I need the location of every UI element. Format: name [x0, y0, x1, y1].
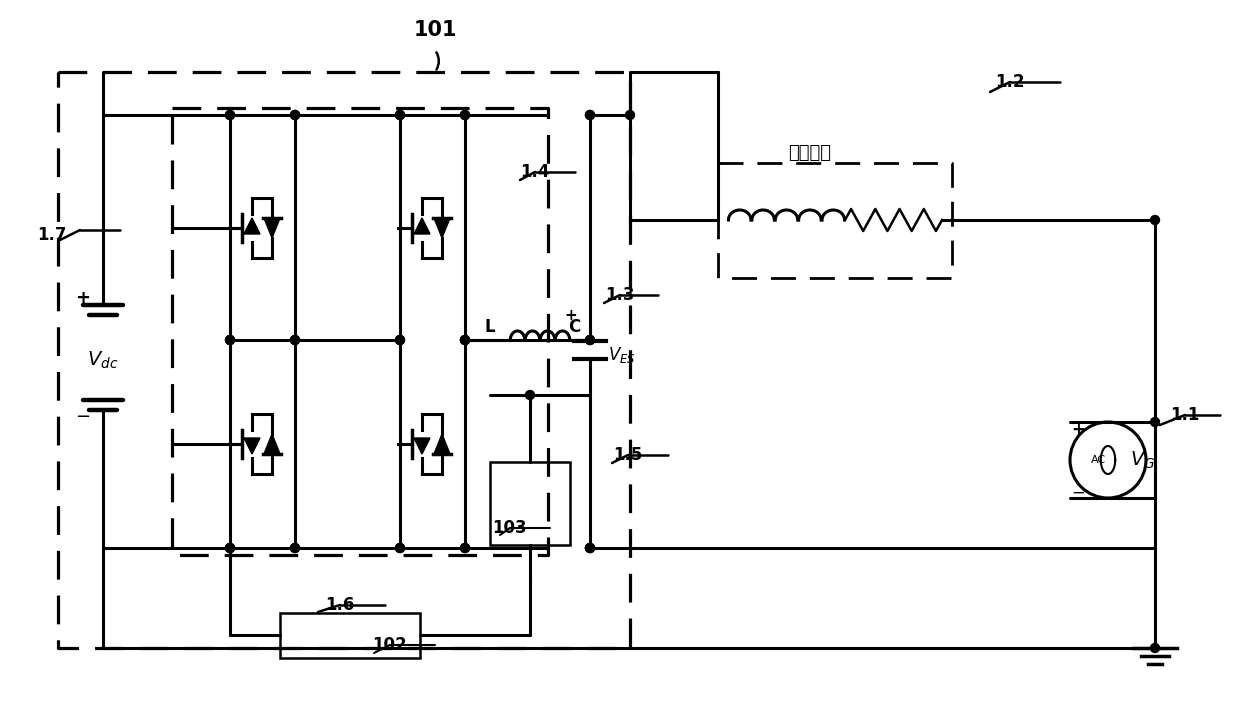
Circle shape	[290, 336, 300, 344]
Circle shape	[460, 336, 470, 344]
Polygon shape	[414, 438, 430, 454]
Text: +: +	[76, 289, 91, 307]
Polygon shape	[434, 434, 450, 454]
Text: 101: 101	[413, 20, 456, 40]
Circle shape	[460, 544, 470, 552]
Circle shape	[460, 336, 470, 344]
Circle shape	[290, 336, 300, 344]
Circle shape	[226, 544, 234, 552]
Polygon shape	[244, 438, 260, 454]
Circle shape	[226, 111, 234, 119]
Circle shape	[625, 111, 635, 119]
Circle shape	[585, 544, 594, 552]
Text: +: +	[1071, 421, 1085, 439]
Circle shape	[526, 390, 534, 400]
Circle shape	[460, 111, 470, 119]
Circle shape	[226, 336, 234, 344]
Text: 1.4: 1.4	[521, 163, 549, 181]
Text: L: L	[485, 318, 495, 336]
Text: 102: 102	[373, 636, 407, 654]
Circle shape	[290, 544, 300, 552]
Circle shape	[396, 544, 404, 552]
Circle shape	[585, 544, 594, 552]
Circle shape	[396, 336, 404, 344]
Text: C: C	[568, 318, 580, 336]
Circle shape	[1151, 418, 1159, 426]
Text: $V_{ES}$: $V_{ES}$	[608, 345, 636, 365]
Text: 103: 103	[492, 519, 527, 537]
Circle shape	[226, 336, 234, 344]
Text: 1.7: 1.7	[37, 226, 67, 244]
Text: 1.2: 1.2	[996, 73, 1024, 91]
Circle shape	[290, 544, 300, 552]
Circle shape	[396, 111, 404, 119]
Text: 线路阻抗: 线路阻抗	[789, 144, 832, 162]
Text: +: +	[564, 308, 578, 323]
Text: $V_G$: $V_G$	[1130, 449, 1156, 471]
Polygon shape	[244, 218, 260, 234]
Circle shape	[585, 336, 594, 344]
Polygon shape	[434, 218, 450, 238]
Circle shape	[396, 111, 404, 119]
Text: 1.1: 1.1	[1171, 406, 1199, 424]
Circle shape	[226, 111, 234, 119]
Text: 1.5: 1.5	[614, 446, 642, 464]
Text: $-$: $-$	[76, 406, 91, 424]
Circle shape	[460, 336, 470, 344]
Circle shape	[226, 544, 234, 552]
Circle shape	[460, 544, 470, 552]
Circle shape	[290, 111, 300, 119]
Circle shape	[460, 111, 470, 119]
FancyArrowPatch shape	[436, 52, 439, 70]
Polygon shape	[264, 434, 280, 454]
Text: 1.6: 1.6	[325, 596, 355, 614]
Circle shape	[585, 544, 594, 552]
Circle shape	[585, 111, 594, 119]
Polygon shape	[264, 218, 280, 238]
Circle shape	[226, 544, 234, 552]
Circle shape	[585, 111, 594, 119]
Bar	[280, 613, 420, 658]
Bar	[490, 462, 570, 545]
Circle shape	[585, 336, 594, 344]
Text: $-$: $-$	[1071, 483, 1085, 501]
Circle shape	[396, 544, 404, 552]
Circle shape	[290, 111, 300, 119]
Circle shape	[396, 336, 404, 344]
Circle shape	[1151, 644, 1159, 653]
Polygon shape	[414, 218, 430, 234]
Text: AC: AC	[1090, 455, 1106, 465]
Text: $V_{dc}$: $V_{dc}$	[87, 349, 119, 371]
Text: 1.3: 1.3	[605, 286, 635, 304]
Circle shape	[1151, 216, 1159, 224]
